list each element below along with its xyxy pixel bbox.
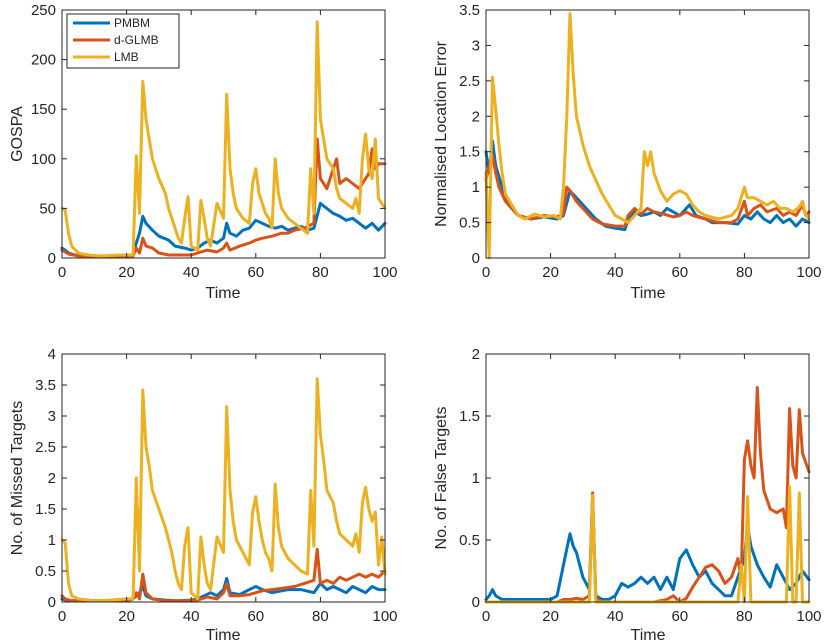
missed-targets-x-axis-title: Time [206,627,241,644]
location-error-y-tick-label-0: 0 [472,250,480,267]
missed-targets-y-tick-label-8: 4 [48,346,56,363]
false-targets-y-tick-label-3: 1.5 [459,408,480,425]
false-targets-x-tick-label-100: 100 [796,608,821,625]
missed-targets-axes-frame [61,353,386,603]
gospa-x-axis-title: Time [206,285,241,302]
false-targets-series-pmbm [484,495,811,601]
missed-targets-y-tick-label-7: 3.5 [35,377,56,394]
false-targets-x-tick-label-20: 20 [542,608,559,625]
missed-targets-x-tick-label-40: 40 [183,608,200,625]
missed-targets-x-tick-label-80: 80 [312,608,329,625]
gospa-x-tick-label-100: 100 [372,264,397,281]
gospa-y-tick-label-4: 200 [31,52,56,69]
location-error-y-tick-label-7: 3.5 [459,2,480,19]
gospa-x-tick-label-20: 20 [118,264,135,281]
missed-targets-x-tick-label-0: 0 [58,608,66,625]
false-targets-y-axis-title: No. of False Targets [433,407,450,550]
missed-targets-y-axis-title: No. of Missed Targets [9,401,26,555]
panel-missed-targets-ticks: 0 20 40 60 80 100 0 0.5 1 1.5 2 2.5 3 3.5 4 [35,346,397,625]
panel-location-error: 0 20 40 60 80 100 0 0.5 1 1.5 2 2.5 3 3.5 Time Normal… [433,2,822,302]
gospa-x-tick-label-0: 0 [58,264,66,281]
missed-targets-y-tick-label-4: 2 [48,470,56,487]
legend-label-pmbm: PMBM [114,16,150,30]
false-targets-x-axis-title: Time [631,627,666,644]
gospa-y-tick-label-0: 0 [48,250,56,267]
missed-targets-y-tick-label-5: 2.5 [35,439,56,456]
missed-targets-x-tick-label-100: 100 [372,608,397,625]
location-error-y-tick-label-2: 1 [472,179,480,196]
false-targets-x-tick-label-60: 60 [671,608,688,625]
missed-targets-series-lmb [60,377,387,603]
panel-gospa-ticks: 0 20 40 60 80 100 0 50 100 150 200 250 [31,2,398,281]
gospa-y-tick-label-1: 50 [39,200,56,217]
missed-targets-y-tick-label-6: 3 [48,408,56,425]
legend-label-lmb: LMB [114,50,139,64]
false-targets-y-tick-label-2: 1 [472,470,480,487]
gospa-axes-frame [61,9,386,259]
panel-false-targets-marks [484,386,811,604]
panel-false-targets-ticks: 0 20 40 60 80 100 0 0.5 1 1.5 2 [459,346,821,625]
gospa-y-axis-title: GOSPA [9,106,26,162]
location-error-x-tick-label-20: 20 [542,264,559,281]
gospa-x-tick-label-80: 80 [312,264,329,281]
missed-targets-y-tick-label-1: 0.5 [35,563,56,580]
false-targets-y-tick-label-0: 0 [472,594,480,611]
panel-location-error-marks [484,12,811,260]
missed-targets-y-tick-label-2: 1 [48,532,56,549]
missed-targets-series-d-glmb [60,547,387,603]
missed-targets-x-tick-label-60: 60 [247,608,264,625]
location-error-x-tick-label-60: 60 [671,264,688,281]
gospa-x-tick-label-60: 60 [247,264,264,281]
location-error-x-axis-title: Time [631,285,666,302]
location-error-series-d-glmb [484,153,811,228]
location-error-y-tick-label-6: 3 [472,37,480,54]
false-targets-series-d-glmb [484,386,811,604]
missed-targets-x-tick-label-20: 20 [118,608,135,625]
location-error-series-lmb [484,12,811,260]
location-error-x-tick-label-80: 80 [736,264,753,281]
gospa-x-tick-label-40: 40 [183,264,200,281]
false-targets-x-tick-label-80: 80 [736,608,753,625]
location-error-series-pmbm [484,139,811,232]
panel-location-error-ticks: 0 20 40 60 80 100 0 0.5 1 1.5 2 2.5 3 3.5 [459,2,821,281]
location-error-y-tick-label-1: 0.5 [459,215,480,232]
gospa-series-lmb [60,20,387,258]
panel-gospa-marks [60,20,387,259]
location-error-y-tick-label-5: 2.5 [459,73,480,90]
gospa-y-tick-label-3: 150 [31,101,56,118]
location-error-axes-frame [485,9,810,259]
false-targets-x-tick-label-0: 0 [482,608,490,625]
legend-label-dglmb: d-GLMB [114,33,159,47]
location-error-x-tick-label-100: 100 [796,264,821,281]
gospa-y-tick-label-5: 250 [31,2,56,19]
legend: PMBM d-GLMB LMB [66,13,180,69]
false-targets-y-tick-label-1: 0.5 [459,532,480,549]
missed-targets-y-tick-label-0: 0 [48,594,56,611]
panel-gospa: 0 20 40 60 80 100 0 50 100 150 200 250 Time GOSPA P… [9,2,398,302]
panel-missed-targets: 0 20 40 60 80 100 0 0.5 1 1.5 2 2.5 3 3.5 4 Time No. o… [9,346,398,644]
panel-false-targets: 0 20 40 60 80 100 0 0.5 1 1.5 2 Time No. of False … [433,346,822,644]
false-targets-y-tick-label-4: 2 [472,346,480,363]
gospa-y-tick-label-2: 100 [31,151,56,168]
location-error-x-tick-label-0: 0 [482,264,490,281]
false-targets-axes-frame [485,353,810,603]
location-error-y-tick-label-3: 1.5 [459,144,480,161]
false-targets-x-tick-label-40: 40 [607,608,624,625]
gospa-series-d-glmb [60,137,387,259]
location-error-y-tick-label-4: 2 [472,108,480,125]
location-error-x-tick-label-40: 40 [607,264,624,281]
missed-targets-y-tick-label-3: 1.5 [35,501,56,518]
panel-missed-targets-marks [60,377,387,603]
location-error-y-axis-title: Normalised Location Error [433,40,450,227]
